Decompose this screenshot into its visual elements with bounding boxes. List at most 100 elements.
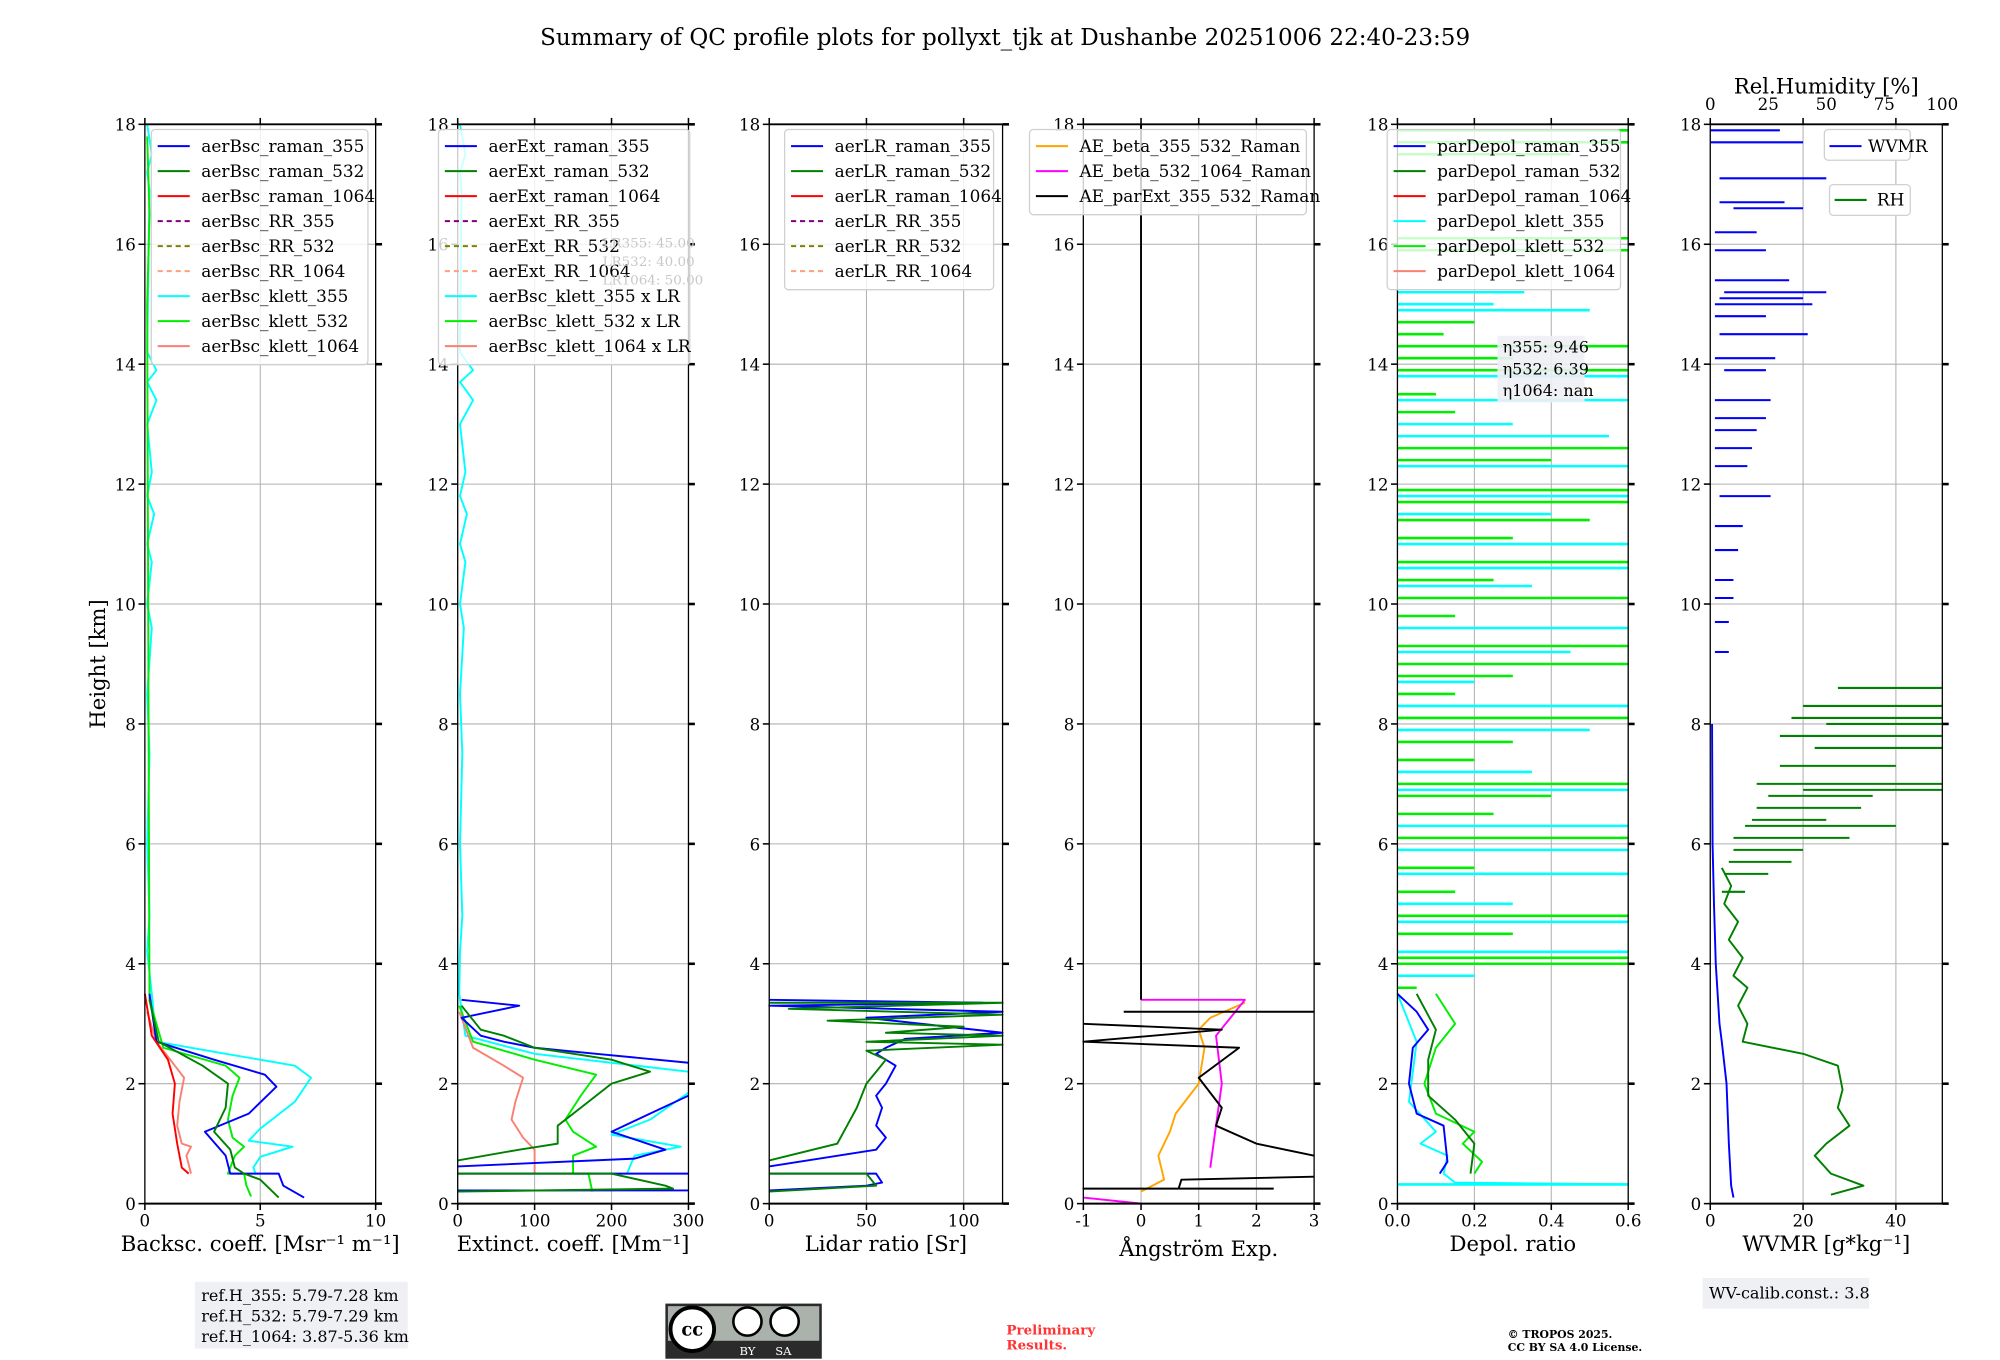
legend-label: WVMR xyxy=(1868,136,1929,156)
series-aerBsc_klett_355 x LR xyxy=(610,1091,690,1175)
legend: aerBsc_raman_355 aerBsc_raman_532 aerBsc_r… xyxy=(150,128,375,366)
results-label: Results. xyxy=(1006,1338,1067,1354)
legend-box xyxy=(1823,128,1911,161)
lidar-ratio-annotation: LR1064: 50.00 xyxy=(603,274,704,289)
by-label: BY xyxy=(739,1344,755,1358)
y-tick-label: 6 xyxy=(750,835,761,854)
x-tick-label: 10 xyxy=(365,1212,386,1231)
x-tick-label: 1 xyxy=(1193,1212,1204,1231)
y-tick-label: 8 xyxy=(1064,715,1075,734)
panel-depolarization: 0.0 0.2 0.4 0.6 0 2 4 6 8 10 12 14 16 18 Depol. ratio p… xyxy=(1367,116,1641,1256)
legend-label: aerLR_raman_532 xyxy=(835,161,991,181)
wv-calib-const: WV-calib.const.: 3.8 xyxy=(1709,1283,1870,1302)
series-aerLR_raman_355 xyxy=(768,998,1004,1168)
legend: aerExt_raman_355 aerExt_raman_532 aerExt_r… xyxy=(437,128,692,366)
series-AE_beta_532_1064_Raman xyxy=(1141,998,1246,1168)
y-tick-label: 4 xyxy=(1064,955,1075,974)
y-tick-label: 10 xyxy=(1680,595,1701,614)
legend-label: AE_beta_532_1064_Raman xyxy=(1078,161,1311,181)
top-x-tick-label: 100 xyxy=(1926,95,1958,114)
y-tick-label: 16 xyxy=(1367,236,1388,255)
y-tick-label: 12 xyxy=(1053,476,1074,495)
y-tick-label: 2 xyxy=(438,1075,449,1094)
x-tick-label: 5 xyxy=(255,1212,266,1231)
y-tick-label: 18 xyxy=(115,116,136,135)
series-aerExt_raman_532 xyxy=(457,1005,651,1162)
y-tick-label: 18 xyxy=(1680,116,1701,135)
y-tick-label: 8 xyxy=(1378,715,1389,734)
panel-backscatter: 0 5 10 0 2 4 6 8 10 12 14 16 18 Backsc. coeff. [Msr⁻¹… xyxy=(115,116,400,1256)
series-AE_beta_355_532_Raman xyxy=(1140,1001,1246,1193)
legend: aerLR_raman_355 aerLR_raman_532 aerLR_rama… xyxy=(783,128,1002,291)
legend-label: aerLR_RR_1064 xyxy=(835,261,973,281)
series-RH xyxy=(1720,867,1865,1196)
legend-label: parDepol_klett_532 xyxy=(1437,236,1604,256)
y-tick-label: 2 xyxy=(1064,1075,1075,1094)
series-aerBsc_klett_1064 x LR xyxy=(458,1011,536,1174)
legend-label: parDepol_raman_532 xyxy=(1437,161,1620,181)
legend-label: aerLR_RR_355 xyxy=(835,211,962,231)
series-aerBsc_raman_532 xyxy=(148,999,280,1199)
y-tick-label: 4 xyxy=(1691,955,1702,974)
series-parDepol_raman_532 xyxy=(1415,993,1476,1174)
top-x-tick-label: 25 xyxy=(1758,95,1779,114)
y-tick-label: 0 xyxy=(438,1195,449,1214)
x-axis-label: Lidar ratio [Sr] xyxy=(805,1231,967,1256)
panel-water_vapor: 0 20 40 0 2 4 6 8 10 12 14 16 18 WVMR [g*kg⁻¹] WVMR RH 0… xyxy=(1680,74,1958,1256)
y-axis-label: Height [km] xyxy=(85,599,110,728)
y-tick-label: 0 xyxy=(1378,1195,1389,1214)
legend-label: aerExt_raman_1064 xyxy=(488,186,660,206)
legend-label: AE_parExt_355_532_Raman xyxy=(1078,186,1320,206)
x-tick-label: 0 xyxy=(764,1212,775,1231)
y-tick-label: 10 xyxy=(1367,595,1388,614)
x-tick-label: 0 xyxy=(1705,1212,1716,1231)
y-tick-label: 14 xyxy=(115,356,136,375)
y-tick-label: 4 xyxy=(750,955,761,974)
series-parDepol_klett_532 xyxy=(1423,993,1484,1175)
legend-label: aerExt_raman_532 xyxy=(488,161,649,181)
legend-label: aerBsc_raman_532 xyxy=(201,161,364,181)
lidar-ratio-annotation: LR532: 40.00 xyxy=(603,255,695,270)
series-AE_parExt_355_532_Raman xyxy=(1082,1022,1315,1157)
figure-title: Summary of QC profile plots for pollyxt_… xyxy=(540,25,1470,51)
top-x-tick-label: 75 xyxy=(1874,95,1895,114)
legend-box xyxy=(783,128,995,291)
legend-box xyxy=(437,128,691,366)
y-tick-label: 6 xyxy=(1691,835,1702,854)
copyright-label: © TROPOS 2025. xyxy=(1508,1328,1613,1341)
y-tick-label: 8 xyxy=(125,715,136,734)
x-axis-label: Depol. ratio xyxy=(1450,1231,1577,1256)
series-AE_beta_532_1064_Raman xyxy=(1083,1196,1142,1205)
y-tick-label: 0 xyxy=(1691,1195,1702,1214)
license-label: CC BY SA 4.0 License. xyxy=(1508,1341,1642,1354)
series-aerLR_raman_532 xyxy=(769,1172,878,1193)
legend-label: parDepol_raman_355 xyxy=(1437,136,1620,156)
legend-label: aerLR_RR_532 xyxy=(835,236,962,256)
series-aerBsc_raman_355 xyxy=(148,993,305,1199)
legend-label: aerBsc_klett_532 x LR xyxy=(488,311,681,331)
legend-label: aerBsc_klett_532 xyxy=(201,311,348,331)
legend-label: parDepol_klett_355 xyxy=(1437,211,1604,231)
series-aerBsc_klett_1064 xyxy=(146,1011,192,1174)
series-aerExt_raman_355 xyxy=(460,998,689,1064)
legend-label: aerBsc_klett_355 x LR xyxy=(488,286,681,306)
series-aerLR_raman_532 xyxy=(769,1001,1004,1162)
legend-box xyxy=(1386,128,1622,291)
legend: WVMR RH xyxy=(1823,128,1929,216)
sa-label: SA xyxy=(775,1344,792,1358)
series-WVMR xyxy=(1711,723,1735,1198)
y-tick-label: 12 xyxy=(428,476,449,495)
top-x-axis-label: Rel.Humidity [%] xyxy=(1734,74,1919,99)
legend: parDepol_raman_355 parDepol_raman_532 parD… xyxy=(1386,128,1631,291)
x-axis-label: Extinct. coeff. [Mm⁻¹] xyxy=(457,1231,690,1256)
series-aerBsc_raman_1064 xyxy=(143,993,190,1175)
legend-box xyxy=(1028,128,1308,216)
legend-label: parDepol_klett_1064 xyxy=(1437,261,1615,281)
y-tick-label: 2 xyxy=(125,1075,136,1094)
legend-label: aerExt_RR_1064 xyxy=(488,261,630,281)
y-tick-label: 14 xyxy=(1053,356,1074,375)
y-tick-label: 4 xyxy=(438,955,449,974)
y-tick-label: 2 xyxy=(750,1075,761,1094)
x-tick-label: 0.4 xyxy=(1538,1212,1565,1231)
